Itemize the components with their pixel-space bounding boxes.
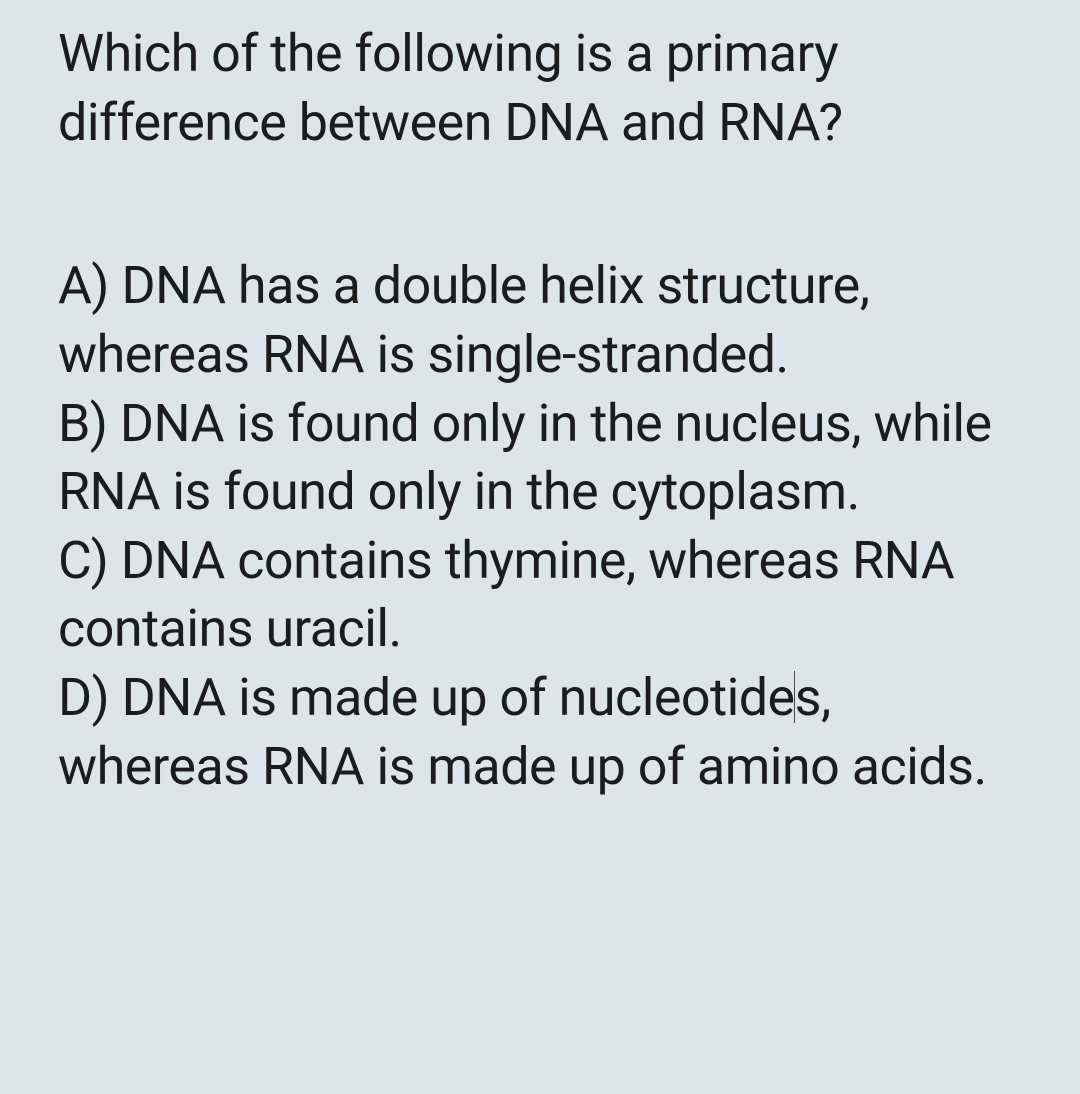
option-c-letter: C <box>58 530 91 591</box>
option-a: A) DNA has a double helix structure, whe… <box>58 252 1022 389</box>
option-c-text: DNA contains thymine, whereas RNA contai… <box>58 530 954 660</box>
option-b-letter: B <box>58 393 90 454</box>
option-c: C) DNA contains thymine, whereas RNA con… <box>58 527 1022 664</box>
option-d-text-part1: DNA is made up of nucleotide <box>122 667 795 728</box>
options-container: A) DNA has a double helix structure, whe… <box>58 252 1022 801</box>
question-text: Which of the following is a primary diff… <box>58 20 1022 157</box>
option-d-letter: D <box>58 667 92 728</box>
option-b: B) DNA is found only in the nucleus, whi… <box>58 390 1022 527</box>
option-b-text: DNA is found only in the nucleus, while … <box>58 393 992 523</box>
option-a-letter: A <box>58 255 91 316</box>
option-d: D) DNA is made up of nucleotides, wherea… <box>58 664 1022 801</box>
option-a-text: DNA has a double helix structure, wherea… <box>58 255 869 385</box>
